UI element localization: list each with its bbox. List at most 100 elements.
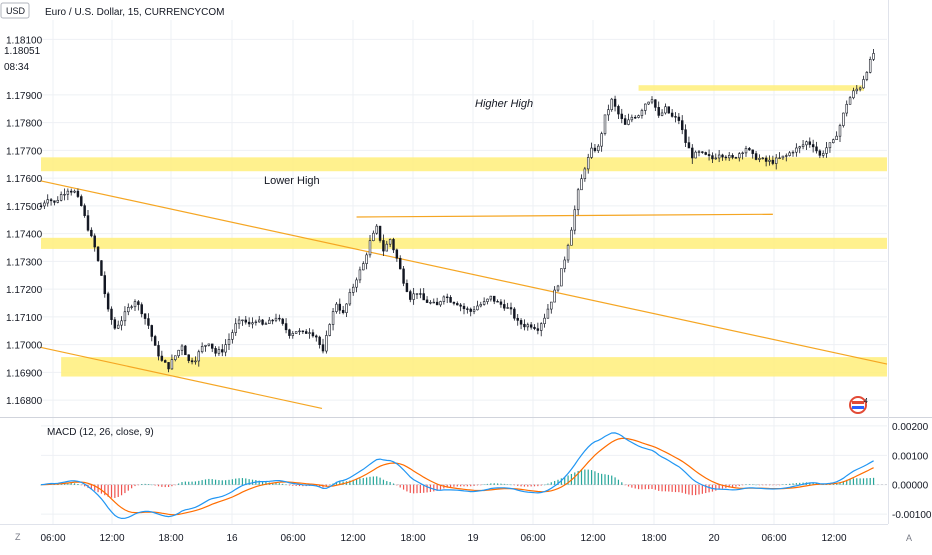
macd-hist-bar-146 bbox=[530, 484, 532, 487]
macd-hist-bar-9 bbox=[70, 483, 72, 485]
macd-hist-bar-106 bbox=[396, 484, 398, 486]
trendline-2[interactable] bbox=[356, 213, 773, 218]
trendline-0[interactable] bbox=[40, 180, 888, 365]
candle-137 bbox=[499, 299, 503, 308]
news-badge[interactable]: 4 bbox=[849, 396, 868, 414]
price-tick-7: 1.17300 bbox=[6, 257, 43, 268]
macd-hist-bar-177 bbox=[634, 484, 636, 489]
candle-222 bbox=[785, 153, 788, 162]
macd-axis[interactable]: 0.00200 0.00100 0.00000 -0.00100 bbox=[892, 422, 932, 521]
candle-197 bbox=[701, 151, 704, 154]
macd-tick-1: 0.00100 bbox=[892, 451, 929, 462]
candle-214 bbox=[758, 154, 761, 163]
macd-hist-bar-129 bbox=[473, 484, 475, 486]
macd-hist-bar-210 bbox=[745, 484, 747, 486]
candle-0 bbox=[39, 202, 43, 208]
macd-hist-bar-202 bbox=[718, 484, 720, 490]
candle-148 bbox=[536, 322, 540, 335]
macd-hist-bar-196 bbox=[698, 484, 700, 495]
price-axis[interactable]: 1.17900 1.17800 1.17700 1.17600 1.17500 1.174… bbox=[6, 0, 889, 524]
candle-235 bbox=[828, 142, 832, 153]
candle-33 bbox=[150, 324, 154, 342]
candle-216 bbox=[764, 155, 768, 167]
candle-205 bbox=[727, 151, 731, 162]
candle-153 bbox=[553, 286, 556, 303]
macd-hist-bar-57 bbox=[231, 479, 233, 485]
macd-hist-bar-41 bbox=[178, 483, 180, 485]
candle-176 bbox=[630, 114, 634, 123]
price-tick-12: 1.16800 bbox=[6, 396, 43, 407]
time-tick-3: 16 bbox=[226, 533, 238, 544]
zone-0[interactable] bbox=[41, 157, 887, 172]
candle-76 bbox=[294, 331, 298, 334]
candle-95 bbox=[358, 266, 362, 284]
macd-hist-bar-237 bbox=[836, 483, 838, 485]
candle-131 bbox=[479, 301, 483, 308]
candle-120 bbox=[442, 295, 446, 305]
candle-116 bbox=[429, 300, 432, 305]
candle-237 bbox=[835, 131, 838, 141]
macd-hist-bar-135 bbox=[493, 483, 495, 485]
candle-140 bbox=[509, 302, 513, 315]
macd-hist-bar-8 bbox=[67, 483, 69, 485]
candle-93 bbox=[351, 283, 355, 296]
candle-127 bbox=[466, 306, 469, 314]
macd-hist-bar-220 bbox=[778, 484, 781, 486]
candle-74 bbox=[288, 328, 291, 339]
candle-27 bbox=[130, 304, 133, 310]
macd-hist-bar-39 bbox=[171, 484, 173, 487]
macd-hist-bar-74 bbox=[288, 484, 291, 486]
macd-hist-bar-22 bbox=[114, 484, 116, 498]
macd-hist-bar-32 bbox=[147, 484, 150, 485]
candle-241 bbox=[848, 96, 852, 105]
candle-35 bbox=[157, 341, 160, 361]
macd-hist-bar-126 bbox=[463, 484, 465, 487]
candle-129 bbox=[472, 306, 476, 315]
candle-70 bbox=[274, 313, 278, 323]
candle-57 bbox=[231, 329, 234, 344]
candle-102 bbox=[382, 234, 385, 257]
candle-72 bbox=[281, 317, 284, 326]
macd-hist-bar-156 bbox=[564, 476, 566, 485]
macd-hist-bar-147 bbox=[533, 484, 536, 487]
time-axis[interactable]: 06:00 12:00 18:00 16 06:00 12:00 18:00 19 06:00 1… bbox=[40, 533, 846, 544]
time-tick-7: 19 bbox=[467, 533, 479, 544]
macd-hist-bar-179 bbox=[641, 484, 643, 490]
candle-175 bbox=[627, 113, 630, 126]
macd-hist-bar-122 bbox=[449, 484, 452, 488]
candle-101 bbox=[378, 225, 382, 243]
candle-94 bbox=[355, 277, 358, 293]
zone-2[interactable] bbox=[61, 357, 887, 377]
zoom-toggle-icon[interactable]: Z bbox=[15, 532, 21, 542]
zone-3[interactable] bbox=[638, 85, 864, 91]
candle-18 bbox=[100, 260, 103, 276]
candle-118 bbox=[435, 297, 439, 306]
candle-220 bbox=[778, 152, 781, 160]
auto-scale-toggle[interactable]: A bbox=[906, 533, 912, 543]
macd-hist-bar-7 bbox=[63, 483, 66, 485]
macd-hist-bar-125 bbox=[460, 484, 462, 487]
macd-hist-bar-245 bbox=[862, 478, 865, 485]
candle-96 bbox=[362, 261, 365, 271]
candle-191 bbox=[680, 115, 684, 135]
candle-86 bbox=[328, 323, 331, 337]
candle-124 bbox=[456, 301, 459, 306]
candle-247 bbox=[868, 56, 872, 74]
candle-108 bbox=[402, 265, 405, 287]
currency-badge[interactable]: USD bbox=[0, 2, 30, 19]
trendline-1[interactable] bbox=[40, 346, 323, 410]
candle-89 bbox=[338, 298, 342, 315]
candle-52 bbox=[214, 346, 217, 357]
macd-hist-bar-215 bbox=[762, 484, 764, 486]
candle-232 bbox=[818, 149, 822, 159]
macd-hist-bar-12 bbox=[80, 484, 82, 486]
candle-119 bbox=[439, 300, 442, 307]
zone-1[interactable] bbox=[41, 237, 887, 249]
macd-hist-bar-165 bbox=[594, 471, 596, 485]
macd-hist-bar-18 bbox=[100, 484, 103, 494]
candle-42 bbox=[180, 344, 184, 356]
macd-hist-bar-47 bbox=[198, 480, 200, 485]
candle-49 bbox=[204, 344, 207, 352]
candle-209 bbox=[741, 151, 744, 160]
